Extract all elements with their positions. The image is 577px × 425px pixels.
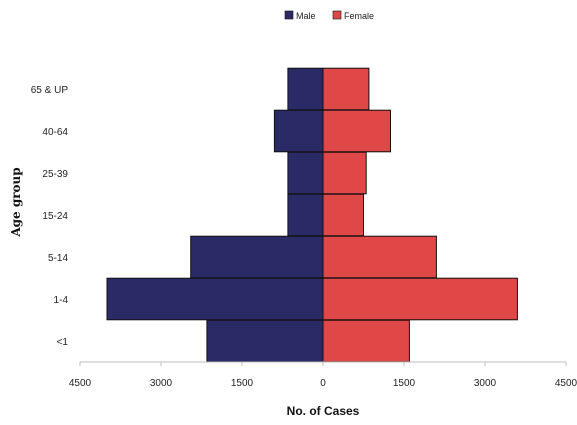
x-axis-title: No. of Cases [287, 404, 360, 418]
x-tick-label: 3000 [474, 378, 497, 389]
bar-female-65-UP [322, 67, 370, 111]
legend: Male Female [284, 10, 374, 21]
bar-female-1-4 [322, 277, 518, 321]
bar-female-40-64 [322, 109, 391, 153]
y-tick-label-15-24: 15-24 [42, 211, 68, 222]
y-tick-label-1: <1 [57, 337, 69, 348]
legend-label-female: Female [344, 11, 374, 21]
y-tick-labels: <1 1-4 5-14 15-24 25-39 40-64 65 & UP [31, 85, 69, 348]
x-tick-label: 4500 [555, 378, 577, 389]
y-tick-label-25-39: 25-39 [42, 169, 68, 180]
x-tick-label: 1500 [231, 378, 254, 389]
x-tick-label: 1500 [393, 378, 416, 389]
y-tick-label-1-4: 1-4 [54, 295, 69, 306]
bar-male-65-UP [287, 67, 324, 111]
legend-swatch-female [332, 10, 342, 20]
bar-male-25-39 [287, 151, 324, 195]
y-tick-label-65-UP: 65 & UP [31, 85, 69, 96]
x-tick-label: 3000 [150, 378, 173, 389]
bar-female-5-14 [322, 235, 437, 279]
x-tick-label: 0 [320, 378, 326, 389]
bar-male-40-64 [273, 109, 324, 153]
bar-male-1-4 [106, 277, 324, 321]
legend-swatch-male [284, 10, 294, 20]
bar-male-15-24 [287, 193, 324, 237]
bar-female-1 [322, 319, 410, 363]
bar-male-5-14 [190, 235, 324, 279]
x-tick-label: 4500 [69, 378, 92, 389]
legend-label-male: Male [296, 11, 316, 21]
y-tick-label-5-14: 5-14 [48, 253, 68, 264]
x-tick-labels: 4500 3000 1500 0 1500 3000 4500 [69, 362, 577, 389]
bar-male-1 [206, 319, 324, 363]
bars-group [106, 67, 518, 363]
bar-female-15-24 [322, 193, 364, 237]
y-axis-title: Age group [9, 167, 23, 237]
bar-female-25-39 [322, 151, 367, 195]
y-tick-label-40-64: 40-64 [42, 127, 68, 138]
